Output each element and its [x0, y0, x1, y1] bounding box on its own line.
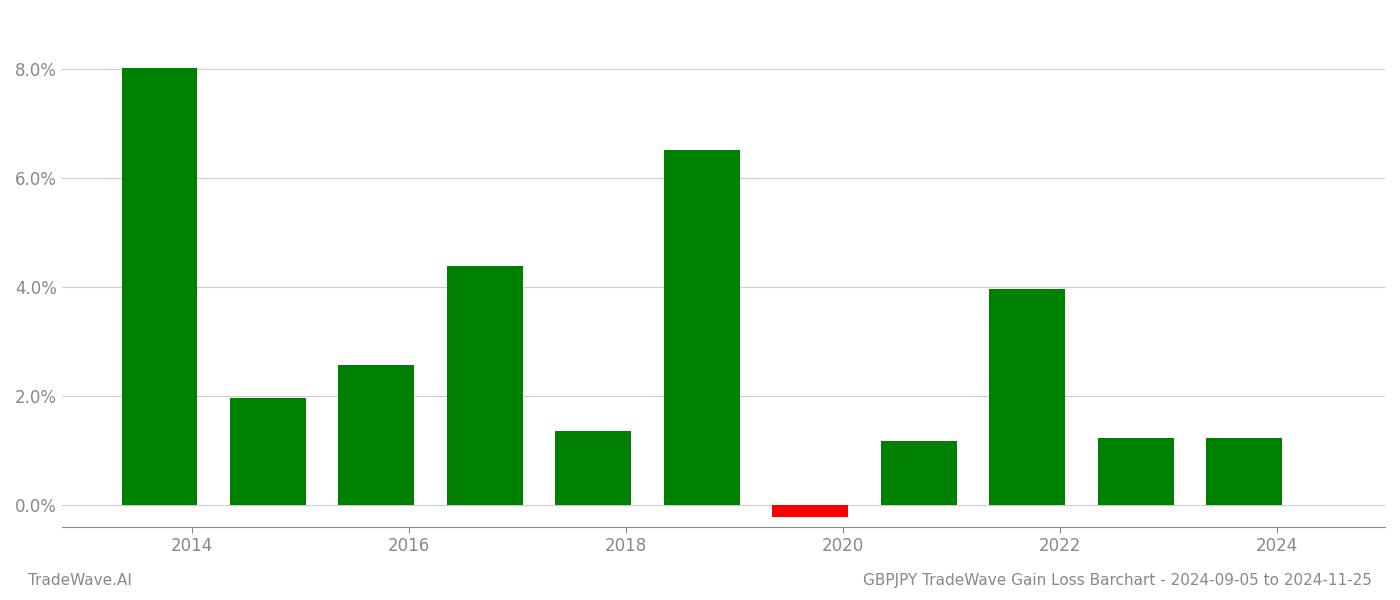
Bar — [881, 440, 956, 505]
Bar — [447, 266, 522, 505]
Bar — [230, 398, 305, 505]
Bar — [773, 505, 848, 517]
Bar — [1205, 439, 1282, 505]
Bar — [990, 289, 1065, 505]
Bar — [664, 150, 739, 505]
Bar — [122, 68, 197, 505]
Text: TradeWave.AI: TradeWave.AI — [28, 573, 132, 588]
Text: GBPJPY TradeWave Gain Loss Barchart - 2024-09-05 to 2024-11-25: GBPJPY TradeWave Gain Loss Barchart - 20… — [864, 573, 1372, 588]
Bar — [339, 365, 414, 505]
Bar — [1098, 439, 1173, 505]
Bar — [556, 431, 631, 505]
